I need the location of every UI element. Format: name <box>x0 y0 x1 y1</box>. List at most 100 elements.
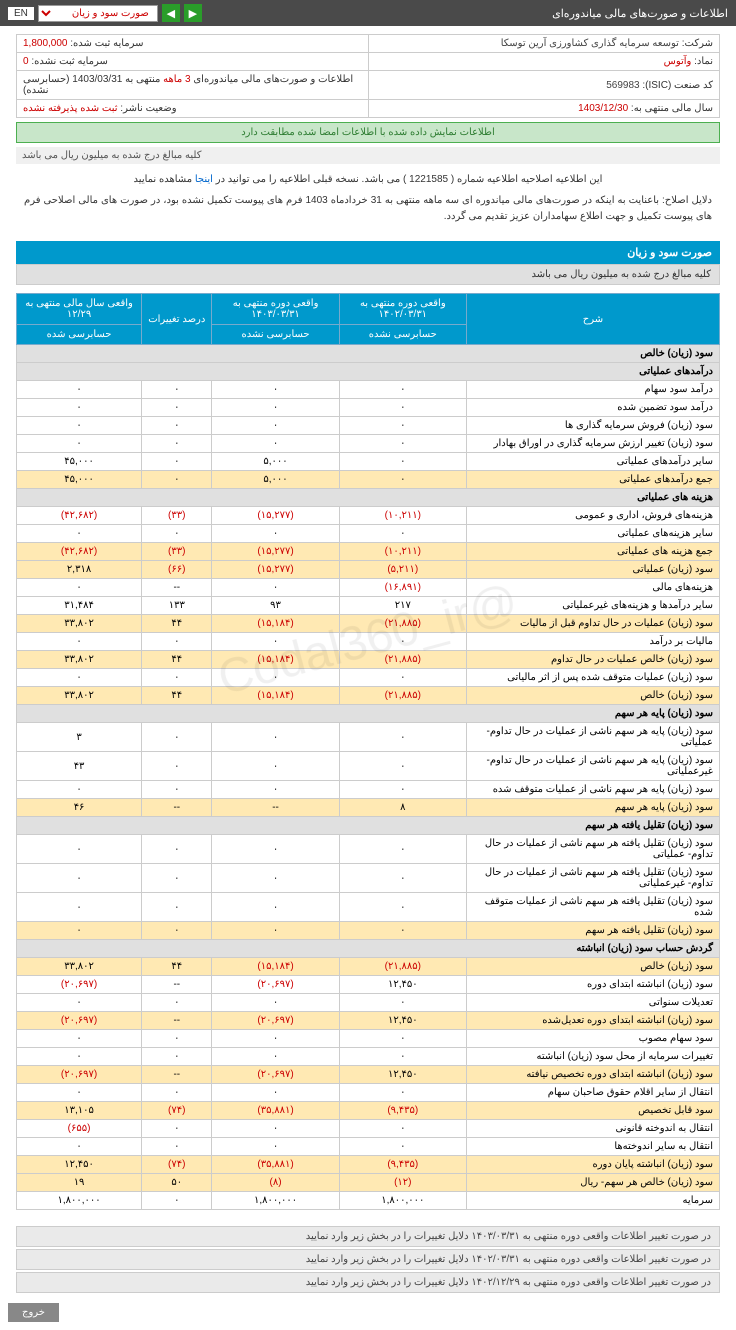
cell: ۰ <box>17 381 142 399</box>
lang-toggle[interactable]: EN <box>8 7 34 20</box>
row-desc: سود قابل تخصیص <box>466 1102 719 1120</box>
cell: ۰ <box>339 1030 466 1048</box>
cell: ۴۴ <box>142 651 212 669</box>
category-row: گردش حساب سود (زیان) انباشته <box>17 940 720 958</box>
row-desc: سود (زیان) خالص <box>466 958 719 976</box>
cell: ۴۴ <box>142 958 212 976</box>
cell: ۰ <box>212 1138 339 1156</box>
cell: ۰ <box>17 994 142 1012</box>
cell: ۱۹ <box>17 1174 142 1192</box>
nav-next-icon[interactable]: ▶ <box>184 4 202 22</box>
cell: ۰ <box>212 922 339 940</box>
cell: (۲۱,۸۸۵) <box>339 651 466 669</box>
cell: ۰ <box>339 381 466 399</box>
correction-reason: دلایل اصلاح: باعنایت به اینکه در صورت‌ها… <box>16 189 720 229</box>
table-row: سود (زیان) تقلیل یافته هر سهم ناشی از عم… <box>17 893 720 922</box>
cell: ۰ <box>142 525 212 543</box>
cell: ۰ <box>212 723 339 752</box>
cell: (۷۴) <box>142 1102 212 1120</box>
category-row: سود (زیان) خالص <box>17 345 720 363</box>
table-row: درآمد سود سهام۰۰۰۰ <box>17 381 720 399</box>
cell: ۵,۰۰۰ <box>212 453 339 471</box>
table-row: سود (زیان) پایه هر سهم <box>17 705 720 723</box>
table-row: جمع درآمدهای عملیاتی۰۵,۰۰۰۰۴۵,۰۰۰ <box>17 471 720 489</box>
table-row: جمع هزینه های عملیاتی(۱۰,۲۱۱)(۱۵,۲۷۷)(۳۳… <box>17 543 720 561</box>
row-desc: سود سهام مصوب <box>466 1030 719 1048</box>
cell: -- <box>142 976 212 994</box>
cell: ۰ <box>17 1138 142 1156</box>
table-row: سود (زیان) خالص عملیات در حال تداوم(۲۱,۸… <box>17 651 720 669</box>
cell: (۴۲,۶۸۲) <box>17 543 142 561</box>
match-banner: اطلاعات نمایش داده شده با اطلاعات امضا ش… <box>16 122 720 143</box>
table-row: انتقال به اندوخته قانونی۰۰۰(۶۵۵) <box>17 1120 720 1138</box>
row-desc: مالیات بر درآمد <box>466 633 719 651</box>
cell: ۵,۰۰۰ <box>212 471 339 489</box>
cell: (۸) <box>212 1174 339 1192</box>
col4-sub: حسابرسی شده <box>17 325 142 345</box>
cell: ۱,۸۰۰,۰۰۰ <box>17 1192 142 1210</box>
topbar: اطلاعات و صورت‌های مالی میاندوره‌ای ▶ ◀ … <box>0 0 736 26</box>
cell: ۲,۳۱۸ <box>17 561 142 579</box>
cell: ۰ <box>339 1048 466 1066</box>
cell: ۰ <box>212 417 339 435</box>
table-row: سود (زیان) خالص <box>17 345 720 363</box>
row-desc: سود (زیان) خالص هر سهم- ریال <box>466 1174 719 1192</box>
table-row: سود (زیان) خالص(۲۱,۸۸۵)(۱۵,۱۸۴)۴۴۳۳,۸۰۲ <box>17 687 720 705</box>
row-desc: سود (زیان) فروش سرمایه گذاری ها <box>466 417 719 435</box>
cell: ۴۳ <box>17 752 142 781</box>
table-row: سود (زیان) خالص هر سهم- ریال(۱۲)(۸)۵۰۱۹ <box>17 1174 720 1192</box>
cell: ۰ <box>339 893 466 922</box>
footer-note: در صورت تغییر اطلاعات واقعی دوره منتهی ب… <box>16 1226 720 1247</box>
cell: -- <box>212 799 339 817</box>
cell: ۴۴ <box>142 687 212 705</box>
row-desc: درآمد سود تضمین شده <box>466 399 719 417</box>
cell: -- <box>142 1066 212 1084</box>
footer-note: در صورت تغییر اطلاعات واقعی دوره منتهی ب… <box>16 1272 720 1293</box>
exit-button[interactable]: خروج <box>8 1303 59 1322</box>
table-row: انتقال از سایر اقلام حقوق صاحبان سهام۰۰۰… <box>17 1084 720 1102</box>
row-desc: انتقال از سایر اقلام حقوق صاحبان سهام <box>466 1084 719 1102</box>
table-row: سود (زیان) انباشته پایان دوره(۹,۴۳۵)(۳۵,… <box>17 1156 720 1174</box>
cell: ۰ <box>142 381 212 399</box>
cell: ۴۵,۰۰۰ <box>17 453 142 471</box>
cell: ۰ <box>142 1030 212 1048</box>
cell: ۰ <box>142 435 212 453</box>
row-desc: سود (زیان) انباشته ابتدای دوره تخصیص نیا… <box>466 1066 719 1084</box>
table-row: تغییرات سرمایه از محل سود (زیان) انباشته… <box>17 1048 720 1066</box>
cell: ۰ <box>212 994 339 1012</box>
cell: ۰ <box>212 1120 339 1138</box>
cell: ۰ <box>339 994 466 1012</box>
table-row: سود (زیان) عملیاتی(۵,۲۱۱)(۱۵,۲۷۷)(۶۶)۲,۳… <box>17 561 720 579</box>
cell: ۰ <box>212 399 339 417</box>
cell: (۴۲,۶۸۲) <box>17 507 142 525</box>
cell: ۰ <box>142 864 212 893</box>
report-select[interactable]: صورت سود و زیان <box>38 5 158 22</box>
cell: ۰ <box>212 1048 339 1066</box>
prev-version-link[interactable]: اینجا <box>195 174 213 185</box>
table-row: سود (زیان) پایه هر سهم ناشی از عملیات در… <box>17 752 720 781</box>
col4-top: واقعی سال مالی منتهی به ۱۲/۲۹ <box>17 294 142 325</box>
cell: (۶۶) <box>142 561 212 579</box>
row-desc: سود (زیان) عملیات متوقف شده پس از اثر ما… <box>466 669 719 687</box>
cell: ۰ <box>212 893 339 922</box>
cell: ۰ <box>212 633 339 651</box>
section-subtitle: کلیه مبالغ درج شده به میلیون ریال می باش… <box>16 264 720 285</box>
table-row: سود (زیان) تقلیل یافته هر سهم ناشی از عم… <box>17 835 720 864</box>
company-info-table: شرکت: توسعه سرمایه گذاری کشاورزی آرین تو… <box>16 34 720 118</box>
cell: ۱۲,۴۵۰ <box>339 1012 466 1030</box>
cell: ۰ <box>17 579 142 597</box>
row-desc: سود (زیان) انباشته پایان دوره <box>466 1156 719 1174</box>
cell: ۰ <box>339 453 466 471</box>
cell: ۱,۸۰۰,۰۰۰ <box>339 1192 466 1210</box>
cell: ۲۱۷ <box>339 597 466 615</box>
cell: (۹,۴۳۵) <box>339 1102 466 1120</box>
cell: (۱۵,۱۸۴) <box>212 615 339 633</box>
cell: ۰ <box>339 471 466 489</box>
cell: ۰ <box>142 399 212 417</box>
cell: ۰ <box>339 633 466 651</box>
cell: ۰ <box>212 579 339 597</box>
cell: ۰ <box>339 781 466 799</box>
cell: ۰ <box>339 669 466 687</box>
row-desc: هزینه‌های فروش، اداری و عمومی <box>466 507 719 525</box>
nav-prev-icon[interactable]: ◀ <box>162 4 180 22</box>
